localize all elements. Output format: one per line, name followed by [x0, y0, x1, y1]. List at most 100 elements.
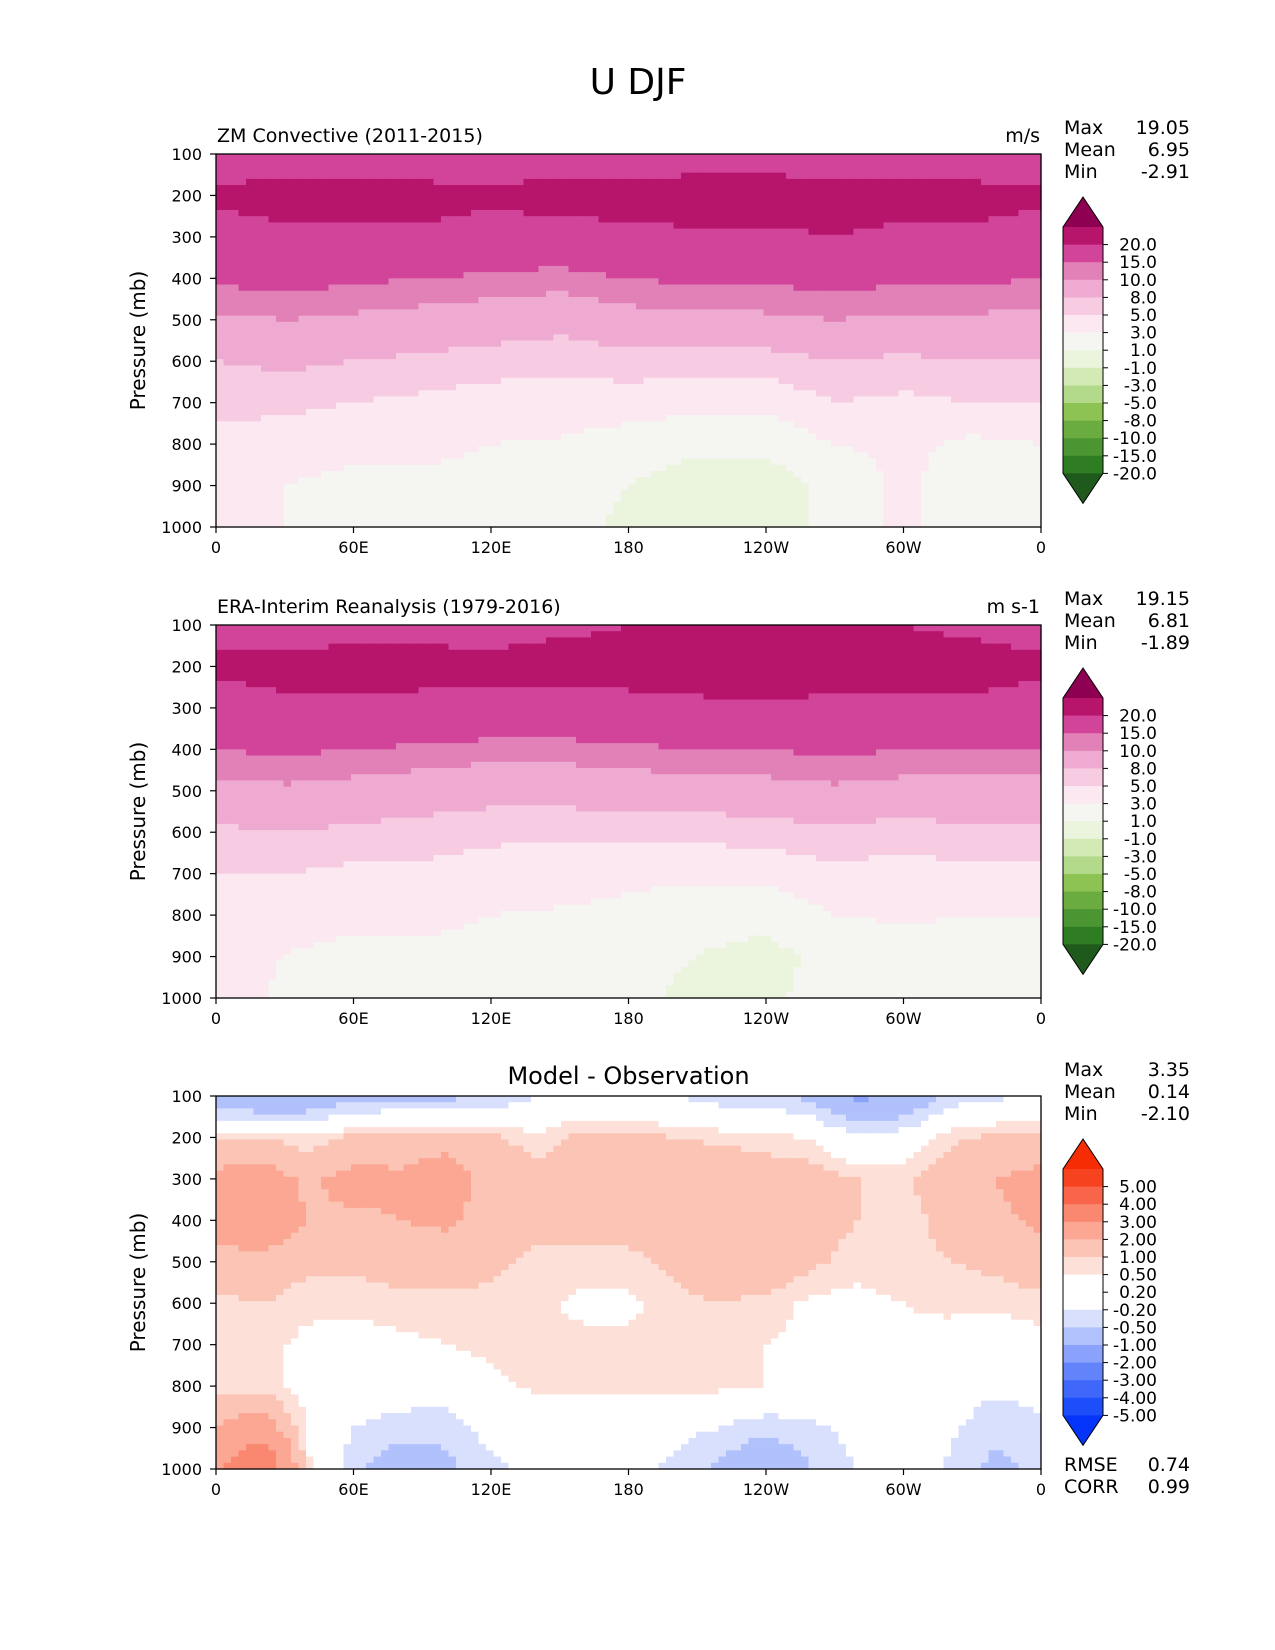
contour-cell [561, 315, 570, 323]
contour-cell [576, 166, 585, 174]
contour-cell [328, 160, 337, 168]
contour-cell [253, 309, 262, 317]
contour-cell [336, 427, 345, 435]
contour-cell [831, 346, 840, 354]
contour-cell [673, 197, 682, 205]
contour-cell [666, 359, 675, 366]
contour-cell [988, 377, 997, 385]
contour-cell [973, 352, 982, 360]
contour-cell [426, 408, 435, 416]
contour-cell [801, 222, 810, 230]
contour-cell [598, 185, 607, 192]
contour-cell [621, 402, 630, 410]
contour-cell [861, 321, 870, 329]
contour-cell [411, 390, 420, 398]
contour-cell [336, 278, 345, 286]
contour-cell [298, 433, 307, 441]
contour-cell [988, 303, 997, 311]
contour-cell [613, 284, 622, 292]
contour-cell [1003, 334, 1012, 342]
contour-cell [396, 427, 405, 435]
contour-cell [396, 340, 405, 348]
contour-cell [943, 359, 952, 366]
contour-cell [418, 296, 427, 304]
contour-cell [448, 253, 457, 261]
contour-cell [508, 402, 517, 410]
contour-cell [883, 296, 892, 304]
contour-cell [298, 284, 307, 292]
contour-cell [486, 284, 495, 292]
contour-cell [606, 365, 615, 373]
contour-cell [486, 371, 495, 379]
contour-cell [246, 421, 255, 429]
contour-cell [486, 352, 495, 360]
contour-cell [373, 284, 382, 292]
contour-cell [816, 346, 825, 354]
contour-cell [1011, 278, 1020, 286]
contour-cell [591, 402, 600, 410]
contour-cell [996, 315, 1005, 323]
contour-cell [478, 402, 487, 410]
contour-cell [523, 371, 532, 379]
contour-cell [981, 371, 990, 379]
contour-cell [951, 209, 960, 217]
contour-cell [268, 334, 277, 342]
contour-cell [696, 203, 705, 211]
contour-cell [336, 154, 345, 161]
contour-cell [313, 427, 322, 435]
contour-cell [606, 371, 615, 379]
contour-cell [433, 178, 442, 186]
contour-cell [1026, 160, 1035, 168]
contour-cell [996, 284, 1005, 292]
contour-cell [778, 328, 787, 335]
contour-cell [913, 334, 922, 342]
contour-cell [1033, 272, 1042, 279]
contour-cell [441, 154, 450, 161]
contour-cell [681, 247, 690, 255]
contour-cell [546, 241, 555, 248]
contour-cell [876, 284, 885, 292]
contour-cell [531, 284, 540, 292]
contour-cell [276, 290, 285, 298]
contour-cell [531, 402, 540, 410]
contour-cell [463, 402, 472, 410]
contour-cell [696, 315, 705, 323]
contour-cell [928, 340, 937, 348]
contour-cell [711, 309, 720, 317]
contour-cell [666, 384, 675, 391]
contour-cell [246, 178, 255, 186]
contour-cell [1003, 309, 1012, 317]
contour-cell [936, 321, 945, 329]
contour-cell [433, 278, 442, 286]
contour-cell [216, 228, 225, 236]
contour-cell [493, 209, 502, 217]
contour-cell [988, 352, 997, 360]
contour-cell [763, 241, 772, 248]
contour-cell [433, 365, 442, 373]
contour-cell [711, 253, 720, 261]
contour-cell [696, 228, 705, 236]
contour-cell [561, 160, 570, 168]
contour-cell [411, 328, 420, 335]
contour-cell [651, 352, 660, 360]
contour-cell [471, 172, 480, 180]
contour-cell [373, 197, 382, 205]
contour-cell [748, 309, 757, 317]
contour-cell [1018, 290, 1027, 298]
contour-cell [433, 284, 442, 292]
contour-cell [403, 296, 412, 304]
contour-cell [456, 284, 465, 292]
contour-cell [351, 315, 360, 323]
contour-cell [538, 352, 547, 360]
contour-cell [501, 303, 510, 311]
contour-cell [613, 209, 622, 217]
contour-cell [876, 402, 885, 410]
contour-cell [951, 377, 960, 385]
contour-cell [396, 415, 405, 422]
contour-cell [643, 160, 652, 168]
contour-cell [418, 433, 427, 441]
contour-cell [733, 296, 742, 304]
contour-cell [246, 172, 255, 180]
contour-cell [598, 402, 607, 410]
contour-cell [658, 427, 667, 435]
